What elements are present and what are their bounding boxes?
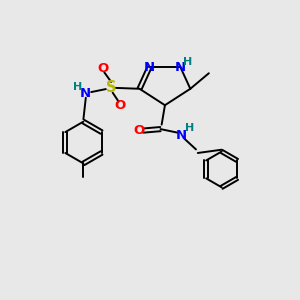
Text: H: H	[73, 82, 82, 92]
Text: O: O	[133, 124, 145, 137]
Text: N: N	[80, 87, 92, 100]
Text: O: O	[97, 62, 108, 75]
Text: N: N	[144, 61, 155, 74]
Text: H: H	[185, 123, 194, 133]
Text: N: N	[175, 61, 186, 74]
Text: O: O	[115, 99, 126, 112]
Text: H: H	[183, 57, 192, 67]
Text: S: S	[106, 80, 116, 95]
Text: N: N	[176, 129, 187, 142]
